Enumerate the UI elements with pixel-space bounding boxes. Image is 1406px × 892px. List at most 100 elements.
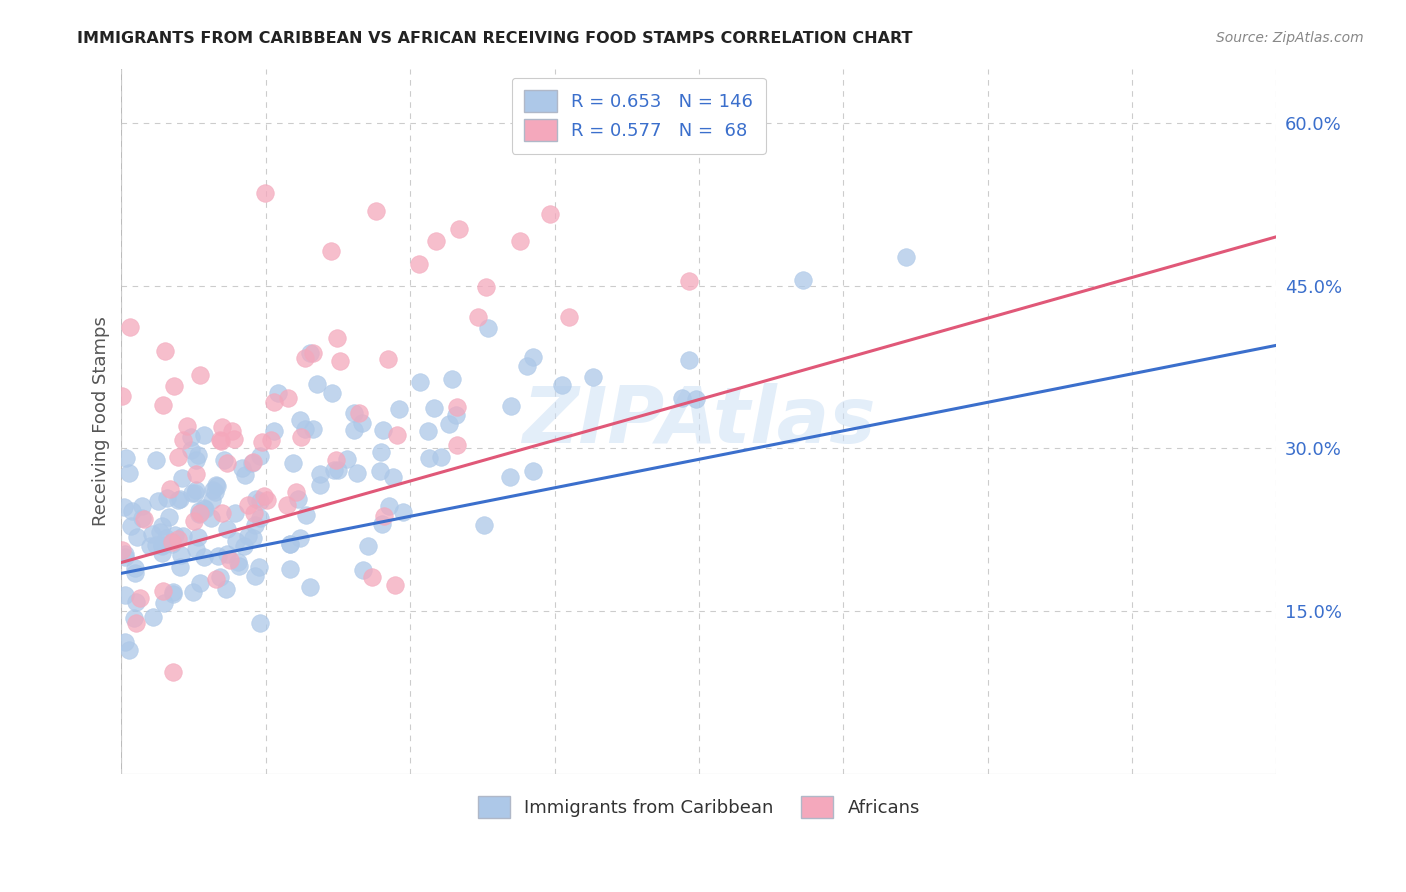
Point: [277, 391, 299, 405]
Point: [145, 538, 167, 552]
Text: IMMIGRANTS FROM CARIBBEAN VS AFRICAN RECEIVING FOOD STAMPS CORRELATION CHART: IMMIGRANTS FROM CARIBBEAN VS AFRICAN REC…: [77, 31, 912, 46]
Point: [150, 538, 173, 552]
Point: [329, 354, 352, 368]
Point: [377, 351, 399, 366]
Point: [131, 500, 153, 514]
Point: [294, 421, 316, 435]
Point: [139, 539, 162, 553]
Point: [378, 499, 401, 513]
Point: [240, 456, 263, 470]
Point: [188, 368, 211, 382]
Point: [326, 331, 349, 345]
Point: [276, 498, 298, 512]
Point: [263, 424, 285, 438]
Point: [430, 450, 453, 465]
Point: [124, 616, 146, 631]
Point: [193, 500, 215, 515]
Point: [336, 451, 359, 466]
Point: [298, 346, 321, 360]
Point: [221, 425, 243, 439]
Point: [522, 350, 544, 364]
Point: [260, 433, 283, 447]
Point: [118, 466, 141, 480]
Point: [278, 537, 301, 551]
Point: [180, 430, 202, 444]
Point: [169, 491, 191, 506]
Point: [437, 417, 460, 432]
Point: [194, 502, 217, 516]
Point: [201, 493, 224, 508]
Point: [360, 570, 382, 584]
Point: [218, 552, 240, 566]
Point: [516, 359, 538, 373]
Point: [391, 505, 413, 519]
Point: [301, 422, 323, 436]
Point: [425, 235, 447, 249]
Point: [671, 391, 693, 405]
Point: [155, 531, 177, 545]
Point: [538, 207, 561, 221]
Point: [186, 541, 208, 556]
Point: [498, 470, 520, 484]
Point: [250, 435, 273, 450]
Point: [211, 420, 233, 434]
Point: [121, 504, 143, 518]
Point: [242, 531, 264, 545]
Point: [117, 642, 139, 657]
Point: [115, 450, 138, 465]
Point: [207, 479, 229, 493]
Point: [325, 453, 347, 467]
Point: [278, 537, 301, 551]
Text: Source: ZipAtlas.com: Source: ZipAtlas.com: [1216, 31, 1364, 45]
Point: [256, 493, 278, 508]
Point: [347, 406, 370, 420]
Point: [209, 434, 232, 448]
Point: [894, 250, 917, 264]
Point: [226, 555, 249, 569]
Point: [152, 584, 174, 599]
Point: [440, 371, 463, 385]
Point: [243, 507, 266, 521]
Point: [215, 582, 238, 596]
Point: [184, 453, 207, 467]
Point: [263, 394, 285, 409]
Point: [167, 450, 190, 465]
Point: [184, 483, 207, 498]
Point: [188, 507, 211, 521]
Point: [343, 406, 366, 420]
Point: [111, 388, 134, 402]
Point: [284, 485, 307, 500]
Point: [212, 453, 235, 467]
Point: [550, 378, 572, 392]
Point: [326, 463, 349, 477]
Point: [232, 540, 254, 554]
Point: [187, 448, 209, 462]
Point: [236, 529, 259, 543]
Point: [122, 611, 145, 625]
Point: [475, 280, 498, 294]
Point: [225, 534, 247, 549]
Point: [215, 547, 238, 561]
Point: [382, 470, 405, 484]
Point: [167, 532, 190, 546]
Point: [180, 486, 202, 500]
Point: [295, 508, 318, 523]
Point: [193, 428, 215, 442]
Point: [472, 518, 495, 533]
Point: [612, 112, 634, 126]
Point: [188, 506, 211, 520]
Point: [370, 517, 392, 532]
Point: [357, 539, 380, 553]
Point: [156, 491, 179, 505]
Point: [131, 510, 153, 524]
Point: [150, 519, 173, 533]
Point: [321, 386, 343, 401]
Point: [280, 562, 302, 576]
Point: [685, 392, 707, 406]
Point: [350, 416, 373, 430]
Point: [288, 531, 311, 545]
Point: [343, 423, 366, 437]
Point: [128, 591, 150, 606]
Point: [163, 379, 186, 393]
Point: [423, 401, 446, 415]
